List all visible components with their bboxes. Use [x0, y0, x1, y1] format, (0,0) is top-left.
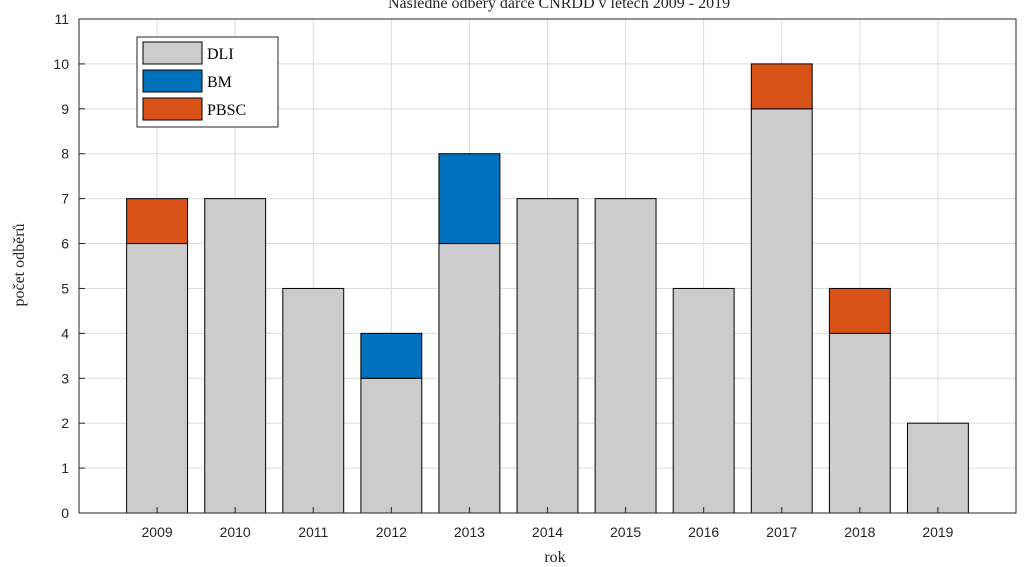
legend-label-pbsc: PBSC	[207, 102, 246, 119]
x-tick-label: 2012	[376, 524, 407, 540]
y-tick-label: 1	[61, 460, 69, 476]
bar-dli-2009	[126, 243, 189, 514]
x-tick-label: 2019	[922, 524, 953, 540]
x-tick-label: 2015	[610, 524, 641, 540]
legend-swatch-dli	[142, 41, 203, 65]
chart-title: Následné odběry dárce ČNRDD v letech 200…	[388, 0, 730, 12]
y-tick-label: 3	[61, 370, 69, 386]
y-tick-label: 4	[61, 325, 69, 341]
x-tick-label: 2013	[454, 524, 485, 540]
legend-swatch-bm	[142, 69, 203, 93]
x-tick-label: 2014	[532, 524, 563, 540]
y-tick-label: 11	[54, 11, 69, 27]
y-tick-label: 7	[61, 191, 69, 207]
y-tick-label: 10	[53, 56, 69, 72]
bar-bm-2013	[438, 153, 501, 245]
bar-pbsc-2017	[750, 63, 813, 110]
x-tick-label: 2010	[220, 524, 251, 540]
bar-dli-2014	[516, 198, 579, 514]
x-tick-label: 2016	[688, 524, 719, 540]
x-tick-label: 2009	[142, 524, 173, 540]
legend-label-bm: BM	[207, 74, 232, 91]
y-tick-labels: 0 1 2 3 4 5 6 7 8 9 10 11	[53, 11, 85, 521]
x-tick-label: 2017	[766, 524, 797, 540]
bar-dli-2015	[594, 198, 657, 514]
x-axis-label: rok	[544, 549, 565, 566]
y-tick-label: 6	[61, 236, 69, 252]
bar-pbsc-2018	[828, 287, 891, 334]
legend-label-dli: DLI	[207, 46, 234, 63]
y-axis-label: počet odběrů	[11, 223, 28, 306]
x-tick-label: 2011	[298, 524, 328, 540]
bar-dli-2016	[672, 287, 735, 514]
y-tick-label: 8	[61, 146, 69, 162]
legend-swatch-pbsc	[142, 97, 203, 121]
bar-dli-2013	[438, 243, 501, 514]
bar-dli-2011	[282, 287, 345, 514]
x-tick-label: 2018	[844, 524, 875, 540]
bar-dli-2018	[828, 332, 891, 514]
bar-pbsc-2009	[126, 198, 189, 245]
x-tick-labels: 2009 2010 2011 2012 2013 2014 2015 2016 2017 2018…	[142, 507, 954, 540]
y-tick-label: 2	[61, 415, 69, 431]
bar-dli-2017	[750, 108, 813, 514]
bars-layer	[126, 63, 969, 514]
legend: DLI BM PBSC	[136, 36, 279, 128]
y-tick-label: 0	[61, 505, 69, 521]
bar-dli-2010	[204, 198, 267, 514]
bar-bm-2012	[360, 332, 423, 379]
y-tick-label: 9	[61, 101, 69, 117]
bar-dli-2012	[360, 377, 423, 514]
bar-dli-2019	[906, 422, 969, 514]
y-tick-label: 5	[61, 280, 69, 296]
